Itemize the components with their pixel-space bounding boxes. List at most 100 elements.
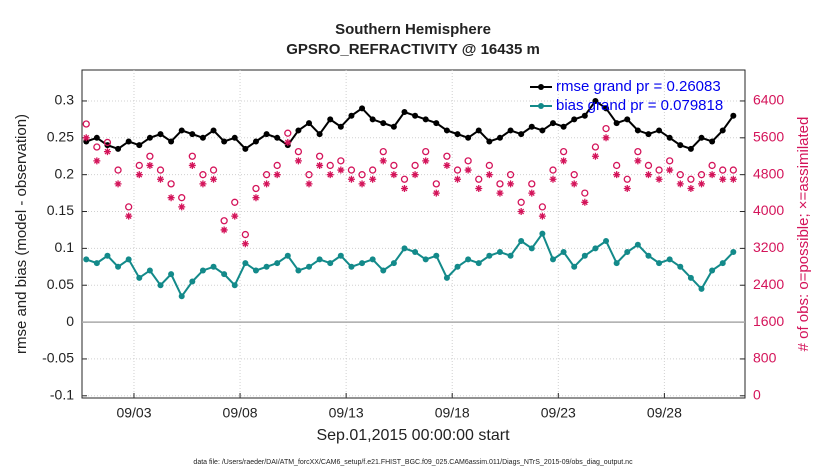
point: [443, 161, 451, 169]
point: [125, 256, 132, 263]
point: [114, 180, 122, 188]
point: [656, 127, 663, 134]
point: [687, 274, 694, 281]
y2-tick-label: 4000: [753, 202, 784, 218]
y2-tick-label: 0: [753, 386, 761, 402]
point: [697, 171, 706, 179]
point: [538, 212, 546, 220]
point: [315, 152, 324, 160]
point: [263, 131, 270, 138]
point: [305, 180, 313, 188]
point: [168, 138, 175, 145]
point: [443, 127, 450, 134]
point: [581, 189, 589, 197]
point: [316, 256, 323, 263]
point: [220, 226, 228, 234]
point: [624, 116, 631, 123]
point: [284, 252, 291, 259]
point: [252, 267, 259, 274]
point: [624, 249, 631, 256]
point: [295, 267, 302, 274]
point: [634, 147, 642, 156]
point: [613, 171, 621, 179]
point: [157, 131, 164, 138]
point: [188, 152, 196, 160]
point: [613, 120, 620, 127]
point: [454, 131, 461, 138]
point: [295, 127, 302, 134]
point: [380, 267, 387, 274]
point: [178, 127, 185, 134]
point: [570, 180, 578, 188]
point: [687, 175, 695, 183]
x-tick-label: 09/13: [329, 405, 364, 421]
point: [560, 249, 567, 256]
point: [559, 147, 568, 156]
footnote: data file: /Users/raeder/DAI/ATM_forcXX/…: [193, 459, 633, 466]
y2-tick-label: 800: [753, 350, 777, 366]
point: [231, 198, 239, 206]
point: [337, 166, 345, 174]
point: [708, 171, 716, 179]
point: [220, 217, 228, 225]
point: [337, 123, 344, 130]
point: [274, 260, 281, 267]
point: [655, 175, 663, 183]
point: [506, 171, 515, 179]
y-tick-label: 0.1: [55, 239, 75, 255]
point: [390, 171, 398, 179]
point: [359, 105, 366, 112]
point: [422, 256, 429, 263]
point: [507, 180, 515, 188]
point: [719, 260, 726, 267]
point: [453, 166, 462, 174]
point: [485, 171, 493, 179]
point: [401, 245, 408, 252]
y-axis-label: rmse and bias (model - observation): [13, 114, 30, 354]
point: [655, 166, 663, 174]
point: [252, 184, 260, 193]
point: [241, 230, 250, 239]
point: [115, 145, 122, 152]
point: [294, 157, 302, 165]
point: [284, 138, 292, 146]
point: [369, 175, 377, 183]
point: [231, 212, 239, 220]
point: [603, 238, 610, 245]
point: [103, 138, 112, 147]
x-tick-label: 09/08: [223, 405, 258, 421]
point: [390, 123, 397, 130]
point: [135, 161, 143, 170]
point: [306, 120, 313, 127]
point: [422, 147, 430, 156]
point: [549, 256, 556, 263]
point: [496, 189, 504, 197]
point: [263, 263, 270, 270]
point: [538, 203, 547, 211]
point: [676, 171, 684, 179]
point: [242, 260, 249, 267]
point: [677, 142, 684, 149]
point: [178, 194, 186, 202]
point: [528, 123, 535, 130]
point: [485, 161, 493, 170]
point: [496, 134, 503, 141]
point: [432, 180, 440, 188]
y-tick-label: 0.3: [55, 92, 75, 108]
point: [549, 175, 557, 183]
point: [432, 189, 440, 197]
point: [348, 112, 355, 119]
point: [666, 166, 674, 174]
point: [602, 124, 610, 133]
point: [231, 282, 238, 289]
point: [465, 134, 472, 141]
point: [528, 189, 536, 197]
point: [306, 263, 313, 270]
point: [125, 138, 132, 145]
point: [549, 120, 556, 127]
point: [305, 171, 313, 179]
point: [210, 263, 217, 270]
y-tick-label: 0.05: [47, 276, 74, 292]
point: [475, 127, 482, 134]
y2-tick-label: 4800: [753, 165, 784, 181]
